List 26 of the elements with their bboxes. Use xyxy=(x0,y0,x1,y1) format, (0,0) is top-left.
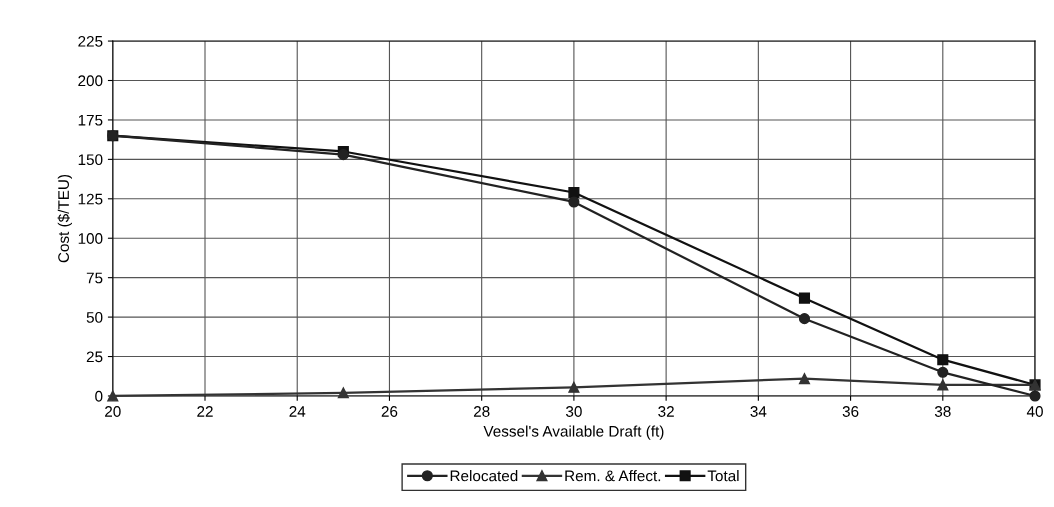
y-tick-label: 100 xyxy=(78,233,103,244)
x-tick-label: 40 xyxy=(1026,406,1043,417)
y-tick-label: 175 xyxy=(78,114,103,126)
y-tick-label: 200 xyxy=(78,75,103,87)
y-tick-label: 225 xyxy=(78,35,103,47)
x-tick-label: 20 xyxy=(105,406,121,417)
y-tick-label: 50 xyxy=(86,311,103,323)
x-tick-label: 30 xyxy=(565,406,582,417)
x-tick-label: 22 xyxy=(197,406,213,417)
x-tick-label: 34 xyxy=(750,406,767,417)
y-tick-label: 75 xyxy=(86,272,103,284)
x-tick-label: 26 xyxy=(381,406,398,417)
legend-label: Rem. & Affect. xyxy=(565,470,661,482)
x-axis-title: Vessel's Available Draft (ft) xyxy=(483,425,664,440)
legend-label: Relocated xyxy=(450,470,518,482)
y-tick-label: 0 xyxy=(95,390,103,402)
x-tick-label: 28 xyxy=(473,406,490,417)
x-tick-label: 32 xyxy=(658,406,674,417)
legend-label: Total xyxy=(707,470,739,482)
x-tick-label: 38 xyxy=(934,406,951,417)
y-tick-label: 150 xyxy=(78,154,103,166)
x-tick-label: 24 xyxy=(289,406,306,417)
y-axis-title: Cost ($/TEU) xyxy=(57,174,73,263)
y-tick-label: 125 xyxy=(78,193,103,205)
x-tick-label: 36 xyxy=(842,406,859,417)
y-tick-label: 25 xyxy=(86,351,103,363)
